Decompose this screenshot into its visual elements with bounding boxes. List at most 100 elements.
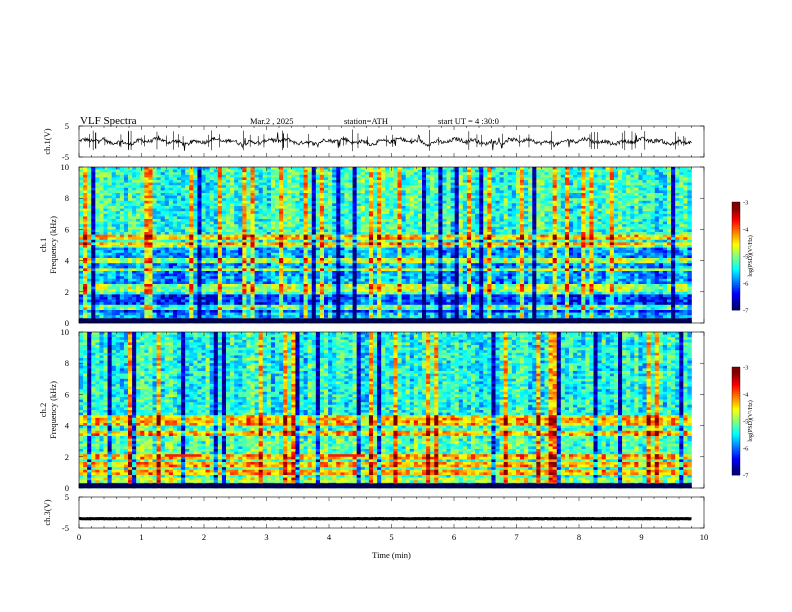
spectrogram-cell <box>119 221 125 225</box>
spectrogram-cell <box>99 169 104 173</box>
spectrogram-cell <box>128 219 133 222</box>
spectrogram-cell <box>299 216 304 220</box>
spectrogram-cell <box>144 226 149 230</box>
spectrogram-cell <box>471 237 476 241</box>
spectrogram-cell <box>381 172 386 176</box>
spectrogram-cell <box>634 224 639 228</box>
spectrogram-cell <box>336 234 341 238</box>
spectrogram-cell <box>91 169 96 173</box>
spectrogram-cell <box>238 172 243 176</box>
spectrogram-cell <box>458 245 464 248</box>
spectrogram-cell <box>622 242 627 246</box>
spectrogram-cell <box>642 167 647 170</box>
spectrogram-cell <box>144 182 149 186</box>
spectrogram-cell <box>107 193 112 196</box>
spectrogram-cell <box>687 185 692 189</box>
spectrogram-cell <box>434 216 439 220</box>
spectrogram-cell <box>548 169 553 173</box>
spectrogram-cell <box>401 226 406 230</box>
spectrogram-cell <box>193 247 198 251</box>
spectrogram-cell <box>475 213 480 217</box>
spectrogram-cell <box>356 200 362 204</box>
spectrogram-cell <box>462 213 468 217</box>
spectrogram-cell <box>295 242 300 246</box>
spectrogram-cell <box>626 211 631 215</box>
spectrogram-cell <box>91 182 96 186</box>
spectrogram-cell <box>164 198 170 202</box>
spectrogram-cell <box>385 239 390 243</box>
spectrogram-cell <box>315 190 321 194</box>
ch1-waveform-panel: 5-5ch.1(V) <box>42 121 705 162</box>
spectrogram-cell <box>434 203 439 207</box>
spectrogram-cell <box>462 232 468 235</box>
spectrogram-cell <box>622 167 627 170</box>
spectrogram-cell <box>328 187 333 191</box>
spectrogram-cell <box>544 213 549 217</box>
spectrogram-cell <box>626 216 631 220</box>
spectrogram-cell <box>417 180 423 183</box>
spectrogram-cell <box>650 174 656 178</box>
spectrogram-cell <box>679 200 684 204</box>
spectrogram-cell <box>79 177 84 181</box>
spectrogram-cell <box>111 177 117 181</box>
spectrogram-cell <box>364 177 370 181</box>
spectrogram-cell <box>213 195 219 199</box>
spectrogram-cell <box>352 172 357 176</box>
spectrogram-cell <box>148 245 153 248</box>
spectrogram-cell <box>434 206 439 209</box>
spectrogram-cell <box>185 174 190 178</box>
spectrogram-cell <box>156 226 161 230</box>
spectrogram-cell <box>340 242 345 246</box>
spectrogram-cell <box>107 172 112 176</box>
spectrogram-cell <box>181 213 186 217</box>
spectrogram-cell <box>601 193 607 196</box>
spectrogram-cell <box>234 216 239 220</box>
spectrogram-cell <box>581 211 586 215</box>
spectrogram-cell <box>622 211 627 215</box>
spectrogram-cell <box>136 226 141 230</box>
spectrogram-cell <box>528 193 533 196</box>
spectrogram-cell <box>552 208 558 212</box>
spectrogram-cell <box>295 206 300 209</box>
spectrogram-cell <box>532 221 537 225</box>
spectrogram-cell <box>654 185 660 189</box>
spectrogram-cell <box>189 185 194 189</box>
spectrogram-cell <box>307 206 313 209</box>
spectrogram-cell <box>148 187 153 191</box>
spectrogram-cell <box>622 203 627 207</box>
spectrogram-cell <box>650 245 656 248</box>
spectrogram-cell <box>650 219 656 222</box>
spectrogram-cell <box>87 200 92 204</box>
spectrogram-cell <box>356 167 362 170</box>
spectrogram-cell <box>79 237 84 241</box>
spectrogram-cell <box>217 216 223 220</box>
spectrogram-cell <box>495 213 500 217</box>
spectrogram-cell <box>368 172 374 176</box>
spectrogram-cell <box>679 190 684 194</box>
spectrogram-cell <box>311 229 317 233</box>
spectrogram-cell <box>79 208 84 212</box>
spectrogram-cell <box>454 198 460 202</box>
spectrogram-cell <box>254 195 259 199</box>
spectrogram-cell <box>389 208 394 212</box>
spectrogram-cell <box>368 200 374 204</box>
spectrogram-cell <box>654 200 660 204</box>
spectrogram-cell <box>524 232 529 235</box>
spectrogram-cell <box>217 174 223 178</box>
spectrogram-cell <box>373 221 378 225</box>
spectrogram-cell <box>675 221 680 225</box>
spectrogram-cell <box>422 224 427 228</box>
spectrogram-cell <box>103 169 108 173</box>
spectrogram-cell <box>389 185 394 189</box>
spectrogram-cell <box>393 224 398 228</box>
spectrogram-cell <box>679 211 684 215</box>
spectrogram-cell <box>238 195 243 199</box>
spectrogram-cell <box>683 180 688 183</box>
spectrogram-cell <box>319 237 325 241</box>
spectrogram-cell <box>140 190 145 194</box>
spectrogram-cell <box>479 174 484 178</box>
spectrogram-cell <box>242 234 247 238</box>
spectrogram-cell <box>442 185 447 189</box>
spectrogram-cell <box>479 193 484 196</box>
spectrogram-cell <box>491 193 496 196</box>
